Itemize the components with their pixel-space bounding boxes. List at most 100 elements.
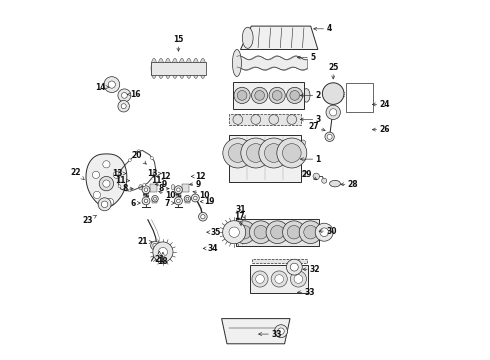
Circle shape [272,91,282,100]
Circle shape [194,196,197,200]
Bar [182,184,189,192]
Ellipse shape [300,171,306,177]
Circle shape [269,115,279,124]
Circle shape [222,221,245,244]
Circle shape [153,242,173,262]
Polygon shape [86,154,127,207]
Text: 10: 10 [193,191,210,199]
Circle shape [259,138,289,168]
Circle shape [299,221,322,244]
Circle shape [277,138,307,168]
Text: 22: 22 [71,168,84,180]
Circle shape [99,176,114,191]
Text: 13: 13 [147,169,161,178]
Circle shape [291,271,306,287]
Circle shape [238,225,251,239]
Circle shape [174,186,182,194]
Ellipse shape [200,58,206,78]
Text: 30: 30 [319,227,337,236]
Circle shape [153,243,157,248]
Circle shape [252,271,268,287]
Bar [233,82,303,109]
Ellipse shape [349,94,369,100]
Circle shape [256,275,264,283]
Circle shape [223,138,253,168]
Circle shape [113,171,121,179]
Bar [236,219,319,246]
Circle shape [275,275,284,283]
Text: 20: 20 [132,151,147,164]
Text: 16: 16 [127,90,141,99]
Text: 18: 18 [158,252,168,266]
Bar [250,265,308,293]
Text: 27: 27 [308,122,325,131]
Circle shape [144,188,148,192]
Ellipse shape [151,58,157,78]
Circle shape [304,225,317,239]
Ellipse shape [300,156,306,161]
Ellipse shape [349,104,369,110]
Circle shape [320,228,328,237]
Circle shape [118,89,131,102]
Circle shape [103,161,110,168]
Text: 35: 35 [207,228,221,237]
Circle shape [106,198,114,206]
Circle shape [269,87,285,104]
Text: 32: 32 [303,265,320,274]
Circle shape [98,198,111,211]
Circle shape [186,197,189,200]
Circle shape [255,91,265,100]
Circle shape [321,178,327,183]
Circle shape [151,241,159,250]
Ellipse shape [330,180,341,187]
Circle shape [270,225,284,239]
Circle shape [192,194,199,202]
Circle shape [229,227,240,237]
Circle shape [176,188,180,192]
Text: 1: 1 [300,155,320,163]
Ellipse shape [179,58,185,78]
Circle shape [118,100,129,112]
Circle shape [158,247,168,257]
Text: 8: 8 [122,184,133,193]
Text: 15: 15 [173,35,184,51]
Text: 24: 24 [372,100,390,109]
Text: 12: 12 [156,172,171,181]
Circle shape [128,159,131,162]
Bar [185,199,190,203]
Text: 8: 8 [158,184,169,193]
Circle shape [287,87,303,104]
Circle shape [122,93,127,98]
Text: 21: 21 [154,251,165,264]
Circle shape [233,115,243,124]
Text: 21: 21 [138,238,152,247]
Text: 33: 33 [297,288,315,297]
Circle shape [254,225,268,239]
Circle shape [104,77,120,93]
Bar [229,135,301,182]
Text: 3: 3 [300,115,320,124]
Circle shape [228,144,247,162]
Circle shape [249,221,272,244]
Circle shape [233,221,256,244]
Circle shape [108,81,116,88]
Ellipse shape [193,58,199,78]
Text: 12: 12 [191,172,205,181]
Circle shape [152,195,158,202]
Circle shape [153,197,156,200]
Text: 19: 19 [200,197,215,206]
Circle shape [251,87,268,104]
Text: 7: 7 [165,199,174,207]
Circle shape [322,83,344,104]
Circle shape [137,150,140,153]
Circle shape [327,134,332,139]
Circle shape [313,173,319,180]
Circle shape [326,105,341,120]
Circle shape [278,328,284,334]
Circle shape [144,199,148,203]
Circle shape [128,189,131,192]
Text: 4: 4 [314,24,332,33]
Text: 34: 34 [203,244,218,253]
Text: 10: 10 [159,191,176,199]
Circle shape [153,171,156,174]
